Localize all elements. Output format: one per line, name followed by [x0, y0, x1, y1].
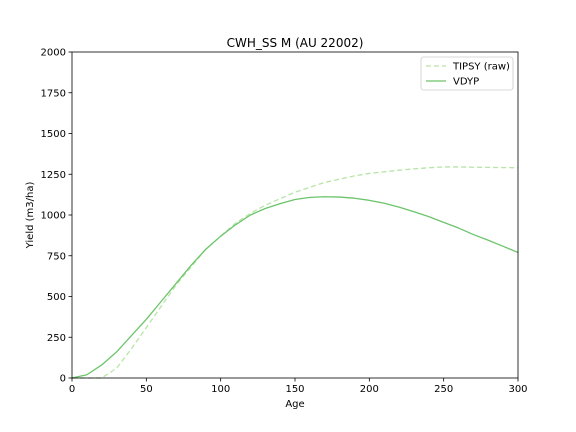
x-axis-label: Age	[285, 399, 304, 410]
y-tick-label: 2000	[41, 48, 66, 59]
plot-area: 0 50 100 150 200 250 300 0 250 500 750 1000 1250 1500…	[41, 48, 528, 396]
x-tick-label: 250	[434, 384, 453, 395]
y-tick-label: 1250	[41, 170, 66, 181]
y-tick-label: 0	[60, 374, 66, 385]
legend-box	[420, 56, 514, 91]
legend: TIPSY (raw) VDYP	[420, 56, 514, 91]
series-line-1	[71, 196, 519, 379]
x-tick-label: 50	[140, 384, 153, 395]
chart-title: CWH_SS M (AU 22002)	[227, 36, 364, 50]
x-tick-label: 150	[285, 384, 304, 395]
legend-label-1: VDYP	[453, 77, 479, 88]
x-tick-label: 300	[508, 384, 527, 395]
plot-frame	[71, 51, 519, 379]
x-tick-label: 0	[69, 384, 75, 395]
y-axis-label: Yield (m3/ha)	[25, 182, 36, 250]
y-tick-label: 250	[47, 333, 66, 344]
x-tick-label: 200	[360, 384, 379, 395]
y-tick-label: 750	[47, 251, 66, 262]
legend-label-0: TIPSY (raw)	[452, 62, 510, 73]
y-tick-label: 1750	[41, 88, 66, 99]
y-tick-label: 1500	[41, 129, 66, 140]
x-tick-label: 100	[211, 384, 230, 395]
series-line-0	[72, 166, 519, 379]
y-tick-label: 500	[47, 292, 66, 303]
y-tick-label: 1000	[41, 211, 66, 222]
